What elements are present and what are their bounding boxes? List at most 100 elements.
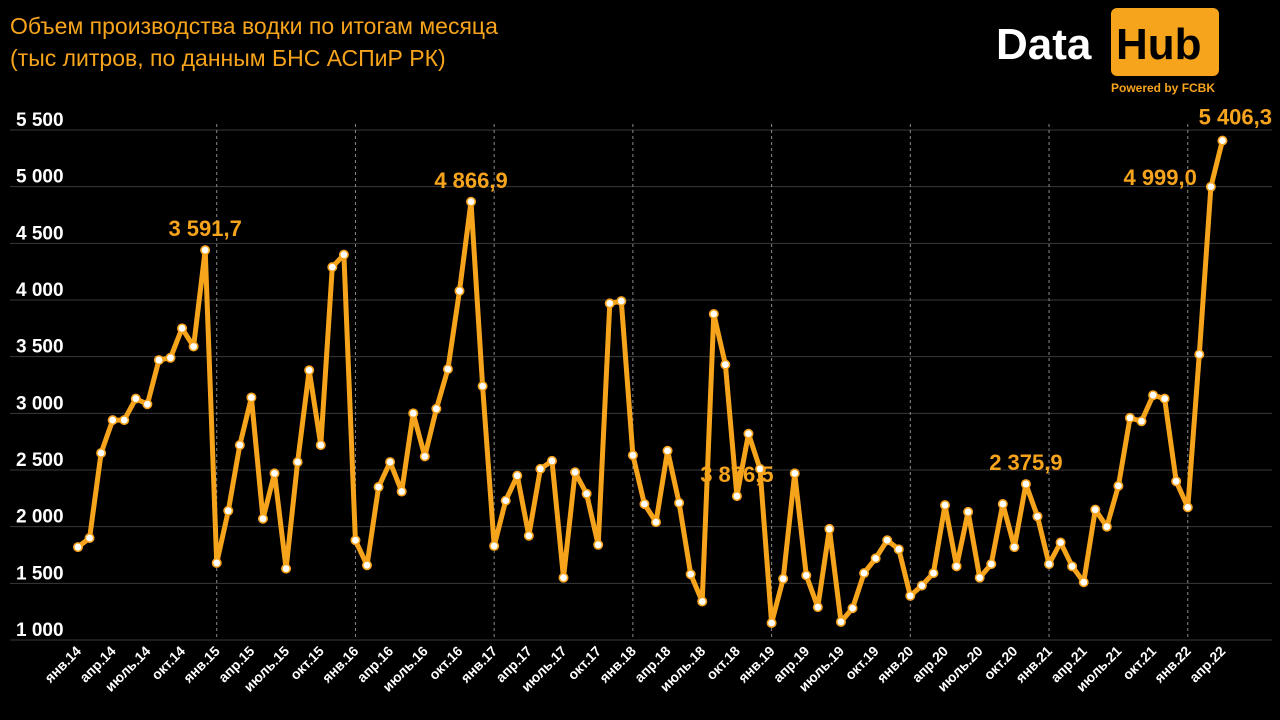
data-point	[211, 557, 222, 568]
annotations: 3 591,7 4 866,9 3 876,5 2 375,9 4 999,0 5 406…	[168, 105, 1272, 487]
x-tick-label: янв.20	[874, 643, 917, 686]
data-point	[755, 463, 766, 474]
data-point	[766, 617, 777, 628]
data-point	[546, 455, 557, 466]
data-point	[477, 381, 488, 392]
data-point	[327, 262, 338, 273]
data-point	[639, 498, 650, 509]
data-point	[997, 498, 1008, 509]
y-axis: 1 000 1 500 2 000 2 500 3 000 3 500 4 000 4 500…	[16, 110, 64, 641]
data-point	[1078, 577, 1089, 588]
year-separators	[216, 124, 1189, 640]
x-axis: янв.14апр.14июль.14окт.14янв.15апр.15июл…	[41, 643, 1229, 695]
data-point	[882, 535, 893, 546]
y-tick-label: 1 500	[16, 563, 64, 584]
series-vodka-production	[73, 135, 1228, 628]
data-point	[1217, 135, 1228, 146]
data-point	[939, 500, 950, 511]
y-tick-label: 3 500	[16, 337, 64, 358]
y-tick-label: 4 500	[16, 223, 64, 244]
data-point	[1148, 390, 1159, 401]
logo-tagline: Powered by FCBK	[1111, 81, 1216, 95]
data-point	[489, 540, 500, 551]
data-point	[650, 517, 661, 528]
data-point	[1090, 504, 1101, 515]
data-point	[419, 451, 430, 462]
y-tick-label: 5 500	[16, 110, 64, 131]
data-point	[142, 399, 153, 410]
data-point	[338, 249, 349, 260]
data-point	[223, 505, 234, 516]
annotation-label: 5 406,3	[1199, 105, 1272, 130]
data-point	[778, 573, 789, 584]
x-tick-label: янв.14	[41, 643, 84, 686]
data-point	[1067, 561, 1078, 572]
annotation-label: 4 866,9	[434, 168, 507, 193]
x-tick-label: апр.22	[1186, 643, 1229, 686]
data-point	[292, 457, 303, 468]
data-point	[119, 415, 130, 426]
data-point	[685, 569, 696, 580]
data-point	[627, 450, 638, 461]
y-tick-label: 5 000	[16, 167, 64, 188]
data-point	[847, 603, 858, 614]
grid-lines	[10, 129, 1272, 641]
data-point	[963, 506, 974, 517]
data-point	[1171, 476, 1182, 487]
data-point	[928, 568, 939, 579]
y-tick-label: 1 000	[16, 620, 64, 641]
data-point	[824, 523, 835, 534]
data-point	[1044, 559, 1055, 570]
data-point	[1205, 181, 1216, 192]
data-point	[604, 298, 615, 309]
annotation-label: 4 999,0	[1123, 165, 1196, 190]
x-tick-label: янв.17	[457, 643, 500, 686]
data-point	[916, 580, 927, 591]
annotation-label: 2 375,9	[989, 450, 1062, 475]
data-point	[130, 393, 141, 404]
x-tick-label: янв.16	[319, 643, 362, 686]
x-tick-label: янв.18	[596, 643, 639, 686]
data-point	[870, 553, 881, 564]
data-point	[200, 245, 211, 256]
data-point	[153, 355, 164, 366]
data-point	[535, 463, 546, 474]
data-point	[893, 544, 904, 555]
x-tick-label: янв.21	[1012, 643, 1055, 686]
data-point	[512, 470, 523, 481]
data-point	[558, 572, 569, 583]
data-point	[442, 364, 453, 375]
data-point	[1136, 416, 1147, 427]
data-point	[408, 408, 419, 419]
data-point	[697, 596, 708, 607]
data-point	[708, 308, 719, 319]
data-point	[1124, 412, 1135, 423]
data-point	[246, 392, 257, 403]
data-point	[234, 440, 245, 451]
data-point	[974, 572, 985, 583]
annotation-label: 3 876,5	[700, 462, 773, 487]
data-point	[1101, 521, 1112, 532]
y-tick-label: 3 000	[16, 393, 64, 414]
data-point	[350, 535, 361, 546]
data-point	[165, 352, 176, 363]
data-point	[523, 530, 534, 541]
data-point	[373, 481, 384, 492]
data-point	[1113, 480, 1124, 491]
data-point	[1182, 502, 1193, 513]
data-point	[720, 359, 731, 370]
data-point	[396, 486, 407, 497]
data-point	[500, 495, 511, 506]
chart-title: Объем производства водки по итогам месяц…	[10, 10, 498, 74]
data-point	[281, 563, 292, 574]
data-point	[616, 296, 627, 307]
data-point	[570, 467, 581, 478]
data-point	[859, 568, 870, 579]
data-point	[743, 428, 754, 439]
data-point	[986, 559, 997, 570]
x-tick-label: янв.19	[735, 643, 778, 686]
data-point	[789, 468, 800, 479]
x-tick-label: янв.15	[180, 643, 223, 686]
x-tick-label: янв.22	[1151, 643, 1194, 686]
